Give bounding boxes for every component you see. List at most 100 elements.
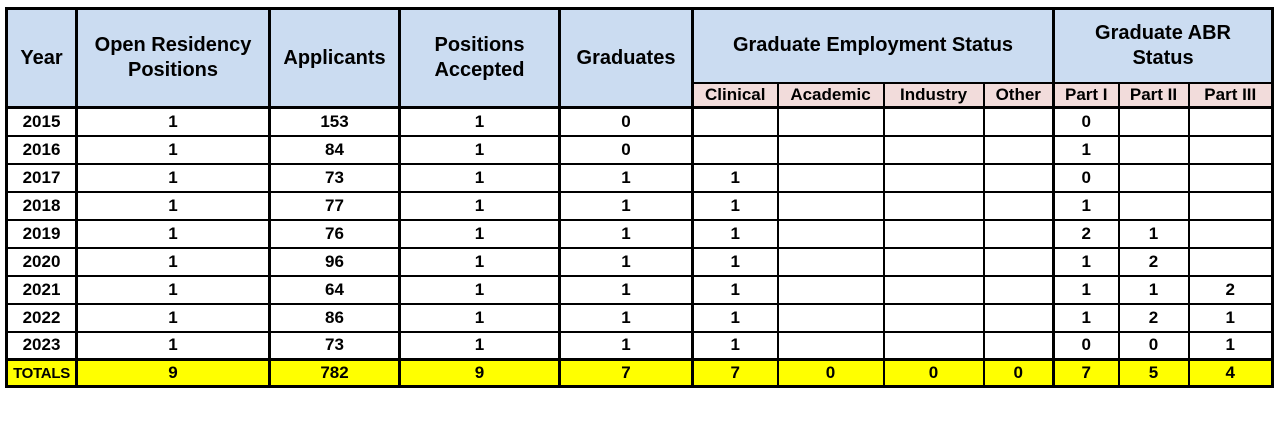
cell-open: 1: [75, 218, 271, 249]
col-header-graduates: Graduates: [558, 7, 694, 109]
cell-open: 1: [75, 302, 271, 333]
total-cell-graduates: 7: [558, 358, 694, 388]
cell-part3: 1: [1187, 302, 1274, 333]
cell-graduates: 1: [558, 218, 694, 249]
total-cell-accepted: 9: [398, 358, 561, 388]
cell-year: 2021: [5, 274, 78, 305]
cell-part2: 1: [1117, 274, 1190, 305]
cell-accepted: 1: [398, 190, 561, 221]
cell-other: [982, 330, 1055, 361]
sub-header-row: Clinical Academic Industry Other Part I …: [7, 81, 1274, 109]
cell-applicants: 73: [268, 162, 401, 193]
total-cell-year: TOTALS: [5, 358, 78, 388]
col-header-clinical: Clinical: [691, 81, 779, 109]
page: Year Open Residency Positions Applicants…: [5, 7, 1275, 388]
col-header-open-residency-positions: Open Residency Positions: [75, 7, 271, 109]
cell-part2: 2: [1117, 246, 1190, 277]
cell-accepted: 1: [398, 302, 561, 333]
col-header-part-i: Part I: [1052, 81, 1120, 109]
cell-part2: 2: [1117, 302, 1190, 333]
cell-industry: [882, 274, 985, 305]
cell-applicants: 76: [268, 218, 401, 249]
cell-clinical: 1: [691, 302, 779, 333]
cell-year: 2023: [5, 330, 78, 361]
total-cell-clinical: 7: [691, 358, 779, 388]
cell-part1: 1: [1052, 302, 1120, 333]
cell-part3: [1187, 162, 1274, 193]
cell-part3: [1187, 106, 1274, 137]
table-row: 2022 1 86 1 1 1 1 2 1: [5, 302, 1274, 333]
cell-part2: [1117, 134, 1190, 165]
cell-part2: 0: [1117, 330, 1190, 361]
cell-graduates: 1: [558, 330, 694, 361]
cell-accepted: 1: [398, 218, 561, 249]
cell-part3: [1187, 246, 1274, 277]
cell-academic: [776, 218, 885, 249]
cell-graduates: 1: [558, 190, 694, 221]
cell-year: 2017: [5, 162, 78, 193]
cell-academic: [776, 190, 885, 221]
totals-row: TOTALS 9 782 9 7 7 0 0 0 7 5 4: [5, 358, 1274, 388]
total-cell-applicants: 782: [268, 358, 401, 388]
cell-open: 1: [75, 274, 271, 305]
cell-clinical: [691, 106, 779, 137]
col-header-part-iii: Part III: [1187, 81, 1274, 109]
cell-industry: [882, 134, 985, 165]
col-header-other: Other: [982, 81, 1055, 109]
cell-academic: [776, 134, 885, 165]
cell-graduates: 1: [558, 274, 694, 305]
total-cell-other: 0: [982, 358, 1055, 388]
cell-applicants: 84: [268, 134, 401, 165]
cell-applicants: 64: [268, 274, 401, 305]
cell-open: 1: [75, 330, 271, 361]
cell-academic: [776, 274, 885, 305]
cell-academic: [776, 162, 885, 193]
cell-part3: 2: [1187, 274, 1274, 305]
cell-graduates: 1: [558, 246, 694, 277]
cell-clinical: [691, 134, 779, 165]
cell-year: 2016: [5, 134, 78, 165]
cell-part1: 2: [1052, 218, 1120, 249]
cell-part2: [1117, 162, 1190, 193]
cell-part3: [1187, 218, 1274, 249]
cell-industry: [882, 190, 985, 221]
cell-year: 2019: [5, 218, 78, 249]
cell-open: 1: [75, 134, 271, 165]
cell-clinical: 1: [691, 162, 779, 193]
cell-open: 1: [75, 162, 271, 193]
cell-part3: [1187, 190, 1274, 221]
total-cell-academic: 0: [776, 358, 885, 388]
cell-industry: [882, 302, 985, 333]
cell-graduates: 0: [558, 106, 694, 137]
col-header-year: Year: [5, 7, 78, 109]
table-row: 2020 1 96 1 1 1 1 2: [5, 246, 1274, 277]
cell-accepted: 1: [398, 274, 561, 305]
cell-part1: 1: [1052, 134, 1120, 165]
table-row: 2021 1 64 1 1 1 1 1 2: [5, 274, 1274, 305]
table-header: Year Open Residency Positions Applicants…: [5, 7, 1274, 109]
cell-graduates: 1: [558, 162, 694, 193]
main-header-row: Year Open Residency Positions Applicants…: [5, 7, 1274, 109]
cell-open: 1: [75, 106, 271, 137]
cell-year: 2018: [5, 190, 78, 221]
cell-clinical: 1: [691, 274, 779, 305]
cell-applicants: 86: [268, 302, 401, 333]
cell-part2: [1117, 190, 1190, 221]
cell-part1: 1: [1052, 274, 1120, 305]
col-header-part-ii: Part II: [1117, 81, 1190, 109]
group-header-graduate-abr-status: Graduate ABR Status: [1051, 7, 1274, 84]
cell-industry: [882, 330, 985, 361]
cell-other: [982, 246, 1055, 277]
cell-accepted: 1: [398, 330, 561, 361]
cell-clinical: 1: [691, 246, 779, 277]
table-body: 2015 1 153 1 0 0 2016 1 84 1 0 1 2017 1 73 1 1 1 0 2018 1 77 1…: [5, 106, 1274, 388]
cell-academic: [776, 246, 885, 277]
cell-part2: [1117, 106, 1190, 137]
cell-year: 2015: [5, 106, 78, 137]
cell-other: [982, 106, 1055, 137]
cell-other: [982, 190, 1055, 221]
cell-part3: 1: [1187, 330, 1274, 361]
cell-industry: [882, 218, 985, 249]
cell-other: [982, 218, 1055, 249]
table-row: 2016 1 84 1 0 1: [5, 134, 1274, 165]
